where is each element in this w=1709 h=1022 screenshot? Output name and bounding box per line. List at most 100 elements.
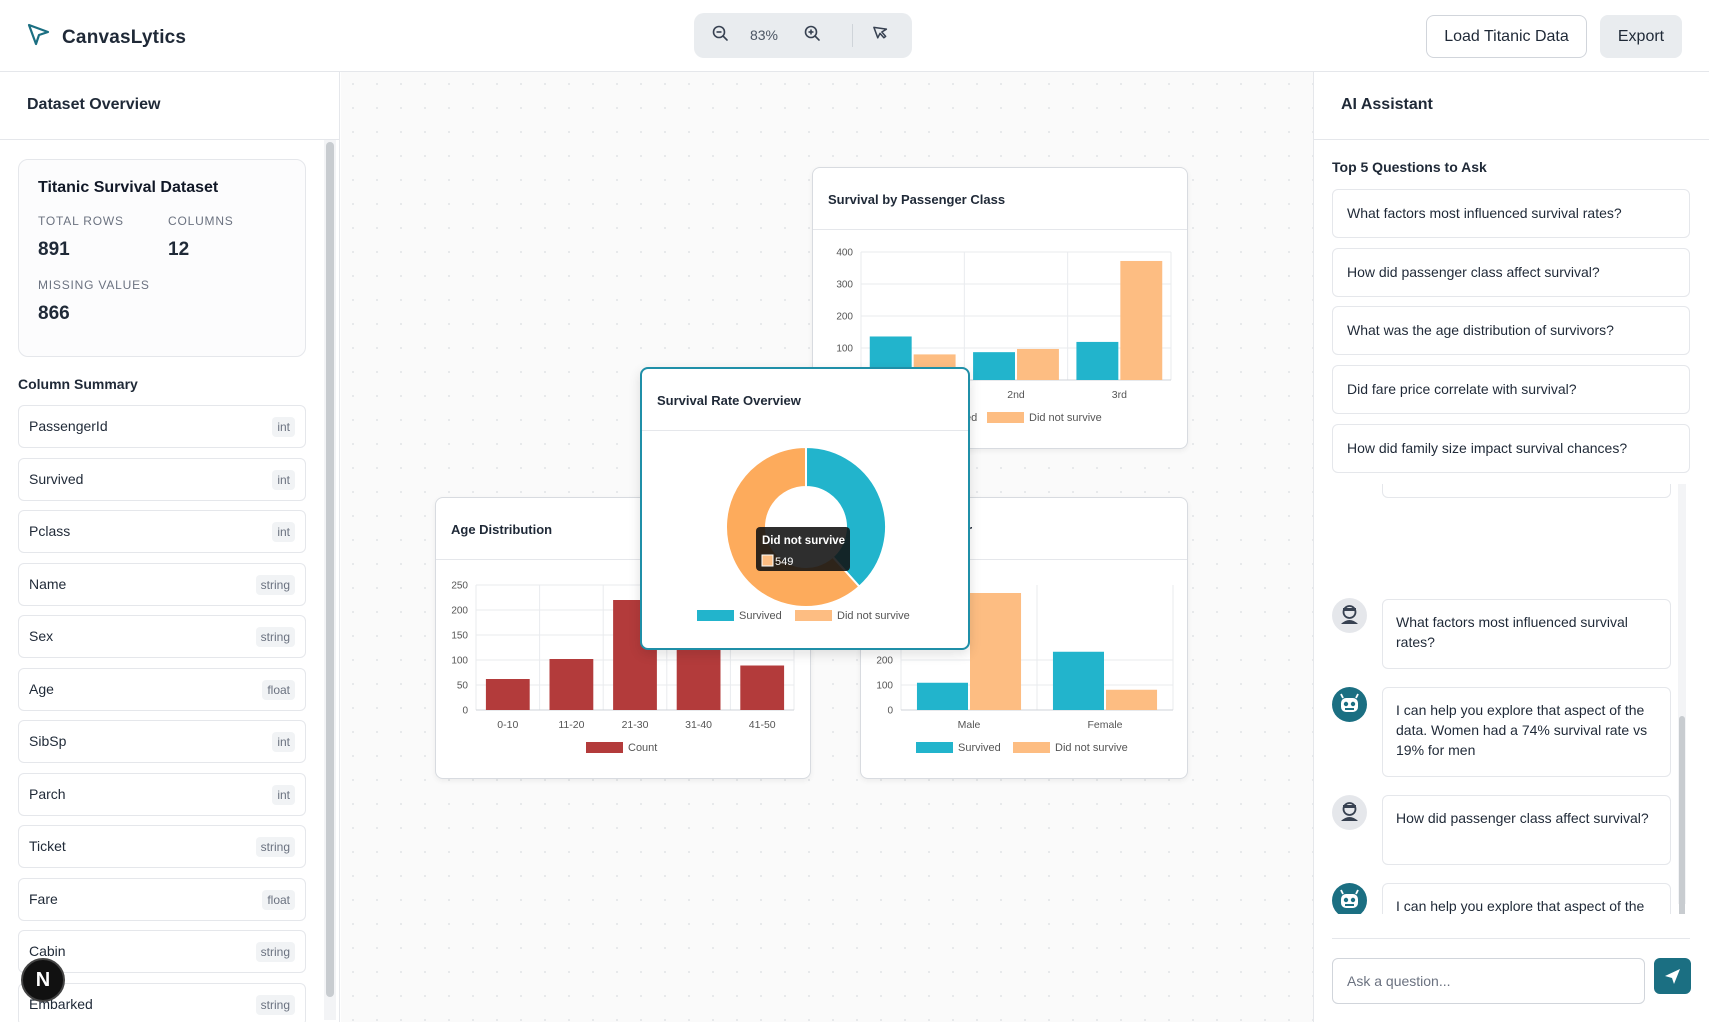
zoom-in-button[interactable] xyxy=(794,13,830,58)
robot-icon xyxy=(1340,889,1359,908)
scrollbar-thumb[interactable] xyxy=(1679,716,1685,914)
bar xyxy=(1120,260,1163,380)
legend-swatch xyxy=(586,742,623,753)
scrollbar-thumb[interactable] xyxy=(326,142,334,997)
bar xyxy=(970,593,1022,710)
column-name: Fare xyxy=(29,890,58,907)
y-tick-label: 100 xyxy=(836,344,853,355)
column-type-badge: string xyxy=(255,837,295,857)
column-item[interactable]: Sex string xyxy=(18,615,306,658)
y-tick-label: 200 xyxy=(836,312,853,323)
toolbar-divider xyxy=(852,24,853,47)
bar xyxy=(1076,341,1119,380)
user-icon xyxy=(1341,605,1358,624)
column-item[interactable]: Fare float xyxy=(18,877,306,921)
column-name: Pclass xyxy=(29,523,71,539)
column-item[interactable]: Ticket string xyxy=(18,825,306,868)
user-icon xyxy=(1341,802,1358,821)
x-tick-label: 0-10 xyxy=(497,719,518,731)
zoom-out-icon xyxy=(711,24,729,47)
column-name: Name xyxy=(29,575,67,592)
x-tick-label: 3rd xyxy=(1112,389,1127,401)
top-questions-title: Top 5 Questions to Ask xyxy=(1332,159,1487,175)
panel-title: AI Assistant xyxy=(1341,96,1433,113)
suggested-question[interactable]: How did family size impact survival chan… xyxy=(1332,424,1690,473)
column-item[interactable]: Parch int xyxy=(18,772,306,816)
zoom-toolbar: 83% xyxy=(694,13,912,58)
n-badge-button[interactable]: N xyxy=(21,958,65,1002)
assistant-message: I can help you explore that aspect of th… xyxy=(1382,687,1671,777)
column-type-badge: string xyxy=(255,942,295,962)
bar xyxy=(740,665,785,710)
chart-card-survival-rate-overview[interactable]: Survival Rate Overview Did not survive 54… xyxy=(640,367,970,650)
column-type-badge: int xyxy=(272,522,295,542)
tooltip-box xyxy=(756,527,850,571)
column-name: Sex xyxy=(29,628,54,644)
zoom-in-icon xyxy=(803,24,821,47)
user-message: What factors most influenced survival ra… xyxy=(1382,599,1671,669)
bar xyxy=(1017,348,1059,380)
column-type-badge: string xyxy=(255,627,295,647)
tooltip-title: Did not survive xyxy=(762,535,845,547)
column-type-badge: float xyxy=(262,889,295,910)
suggested-question[interactable]: What was the age distribution of survivo… xyxy=(1332,306,1690,355)
bar xyxy=(973,352,1015,380)
tooltip-swatch xyxy=(761,554,774,567)
ai-assistant-panel: AI Assistant Top 5 Questions to Ask What… xyxy=(1313,72,1709,1022)
zoom-level: 83% xyxy=(749,27,779,43)
y-tick-label: 150 xyxy=(451,631,468,642)
robot-icon xyxy=(1340,693,1359,712)
scrollbar-track[interactable] xyxy=(1678,484,1686,904)
column-type-badge: int xyxy=(272,417,295,437)
export-button[interactable]: Export xyxy=(1600,15,1682,58)
chart-canvas[interactable]: Survival by Passenger Class 100 200 300 400… xyxy=(341,72,1313,1022)
load-titanic-data-button[interactable]: Load Titanic Data xyxy=(1426,15,1587,58)
chat-message-partial xyxy=(1382,484,1671,498)
suggested-question[interactable]: What factors most influenced survival ra… xyxy=(1332,189,1690,238)
assistant-message: I can help you explore that aspect of th… xyxy=(1382,883,1671,914)
suggested-question[interactable]: How did passenger class affect survival? xyxy=(1332,248,1690,297)
y-tick-label: 250 xyxy=(451,581,468,592)
app-logo[interactable]: CanvasLytics xyxy=(26,22,186,53)
legend-swatch xyxy=(1013,742,1050,753)
legend-label: Survived xyxy=(958,742,1001,754)
chat-history[interactable]: What factors most influenced survival ra… xyxy=(1314,484,1709,914)
column-name: Age xyxy=(29,680,54,697)
column-item[interactable]: PassengerId int xyxy=(18,405,306,448)
x-tick-label: Female xyxy=(1087,719,1122,731)
legend-label: Count xyxy=(628,742,657,754)
suggested-question[interactable]: Did fare price correlate with survival? xyxy=(1332,365,1690,414)
select-tool-button[interactable] xyxy=(862,13,902,58)
chart-title: Age Distribution xyxy=(451,522,553,537)
x-tick-label: 31-40 xyxy=(685,719,712,731)
column-list: PassengerId int Survived int Pclass int Nam… xyxy=(18,405,306,1022)
bar xyxy=(916,682,968,710)
legend-swatch xyxy=(987,412,1024,423)
send-button[interactable] xyxy=(1654,958,1691,994)
column-item[interactable]: Survived int xyxy=(18,457,306,501)
column-item[interactable]: SibSp int xyxy=(18,720,306,763)
column-item[interactable]: Name string xyxy=(18,562,306,606)
column-type-badge: float xyxy=(262,679,295,700)
missing-values-label: MISSING VALUES xyxy=(38,278,150,292)
ask-question-input[interactable] xyxy=(1332,958,1645,1004)
zoom-out-button[interactable] xyxy=(702,13,738,58)
bar xyxy=(1106,689,1158,710)
column-item[interactable]: Age float xyxy=(18,667,306,711)
user-avatar xyxy=(1332,598,1367,633)
column-item[interactable]: Cabin string xyxy=(18,930,306,973)
send-icon xyxy=(1665,969,1680,984)
column-name: Ticket xyxy=(29,838,66,854)
assistant-avatar xyxy=(1332,687,1367,722)
legend-swatch xyxy=(795,610,832,621)
y-tick-label: 400 xyxy=(836,248,853,259)
column-item[interactable]: Pclass int xyxy=(18,510,306,553)
legend-label: Survived xyxy=(739,610,782,622)
columns-value: 12 xyxy=(168,239,190,260)
x-tick-label: 21-30 xyxy=(622,719,649,731)
y-tick-label: 50 xyxy=(457,681,469,692)
divider xyxy=(1332,938,1690,939)
column-type-badge: int xyxy=(272,469,295,490)
